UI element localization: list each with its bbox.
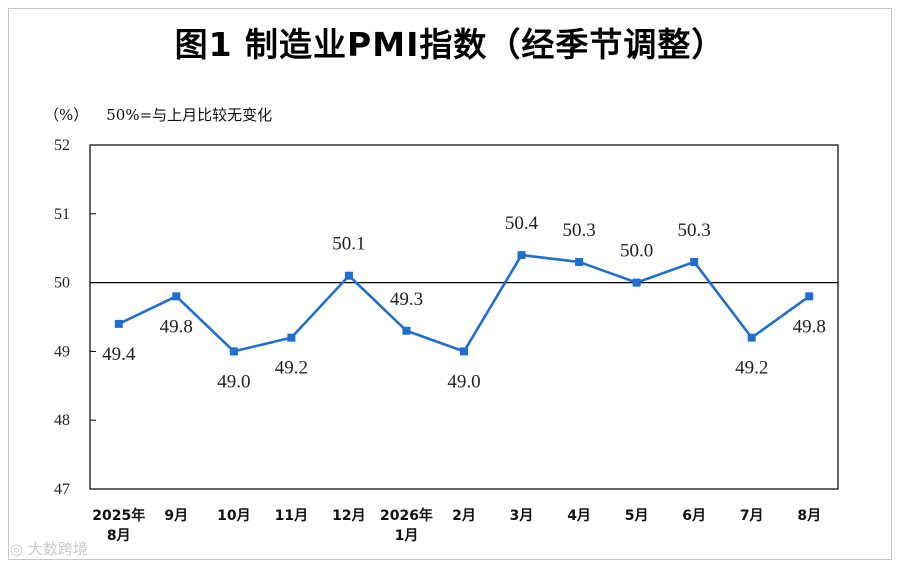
- data-point-marker: [805, 292, 814, 301]
- data-label: 50.0: [620, 241, 653, 262]
- data-label: 50.3: [678, 220, 711, 241]
- data-label: 49.8: [793, 316, 826, 337]
- data-label: 49.4: [102, 344, 136, 365]
- data-point-marker: [344, 271, 353, 280]
- chart-title: 图1 制造业PMI指数（经季节调整）: [174, 25, 726, 64]
- x-tick-label: 2025年 8月: [92, 507, 145, 544]
- data-point-marker: [287, 333, 296, 342]
- unit-note: （%） 50%=与上月比较无变化: [44, 104, 290, 125]
- data-point-marker: [690, 257, 699, 266]
- data-point-marker: [114, 319, 123, 328]
- y-tick-label: 49: [54, 343, 70, 360]
- data-label: 50.3: [562, 220, 595, 241]
- data-point-marker: [460, 347, 468, 356]
- series-line: [118, 253, 810, 353]
- y-tick-label: 47: [54, 481, 70, 498]
- data-point-marker: [229, 347, 238, 356]
- data-label: 49.3: [390, 289, 423, 310]
- data-label: 49.8: [160, 316, 193, 337]
- x-tick-label: 2026年 1月: [380, 507, 433, 544]
- data-label: 50.1: [332, 234, 365, 255]
- y-tick-label: 50: [54, 275, 70, 292]
- x-tick-label: 11月: [275, 508, 308, 524]
- x-tick-label: 4月: [567, 508, 591, 524]
- x-tick-label: 12月: [332, 508, 365, 524]
- data-point-marker: [632, 278, 641, 287]
- x-tick-label: 9月: [164, 508, 188, 524]
- x-tick-label: 10月: [217, 508, 250, 524]
- data-label: 49.0: [447, 371, 480, 392]
- chart-frame: [8, 8, 892, 560]
- data-point-marker: [747, 333, 756, 342]
- x-tick-label: 8月: [797, 508, 821, 524]
- reference-note: 50%=与上月比较无变化: [106, 106, 273, 124]
- data-label: 49.2: [275, 358, 308, 379]
- data-point-marker: [517, 251, 526, 260]
- x-tick-label: 2月: [452, 508, 476, 524]
- plot-area-border: [89, 144, 839, 490]
- watermark-text: 大数跨境: [27, 540, 88, 558]
- x-tick-label: 7月: [740, 508, 764, 524]
- y-tick-label: 51: [54, 206, 70, 223]
- data-point-marker: [575, 257, 584, 266]
- data-label: 49.2: [735, 358, 768, 379]
- y-unit-label: （%）: [44, 106, 89, 124]
- data-point-marker: [402, 326, 411, 335]
- data-label: 49.0: [217, 371, 250, 392]
- watermark-logo: ◎ 大数跨境: [10, 540, 88, 558]
- x-tick-label: 3月: [510, 508, 534, 524]
- y-tick-label: 48: [54, 412, 70, 429]
- data-point-marker: [172, 292, 181, 301]
- y-tick-label: 52: [54, 137, 70, 154]
- x-tick-label: 5月: [625, 508, 649, 524]
- data-label: 50.4: [505, 213, 539, 234]
- x-tick-label: 6月: [682, 508, 706, 524]
